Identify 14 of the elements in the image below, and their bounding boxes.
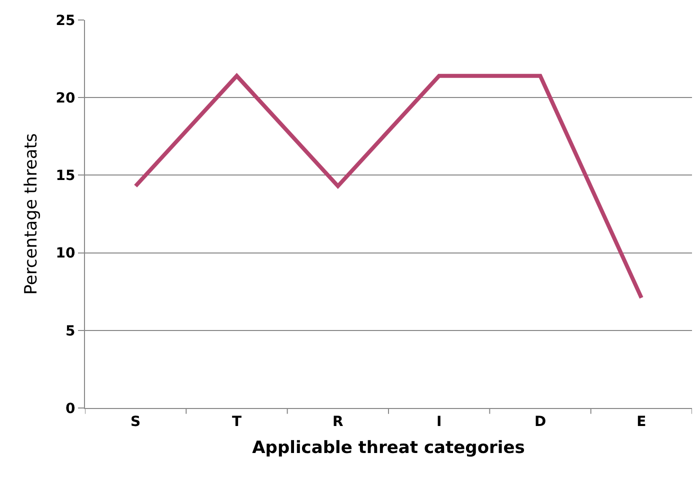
x-tick-label: D — [534, 414, 546, 430]
x-tick-label: R — [332, 414, 344, 430]
y-tick-label: 10 — [56, 246, 76, 262]
y-axis-title: Percentage threats — [21, 133, 42, 295]
x-tick-label: E — [636, 414, 646, 430]
y-tick-label: 5 — [65, 323, 76, 340]
x-tick-label: T — [232, 414, 242, 430]
y-tick-label: 25 — [56, 12, 76, 29]
x-axis-title: Applicable threat categories — [252, 438, 525, 458]
x-tick-label: I — [436, 414, 442, 430]
x-tick-label: S — [130, 414, 141, 430]
y-tick-label: 15 — [56, 168, 76, 184]
y-tick-label: 0 — [65, 400, 76, 417]
y-tick-label: 20 — [56, 90, 76, 106]
